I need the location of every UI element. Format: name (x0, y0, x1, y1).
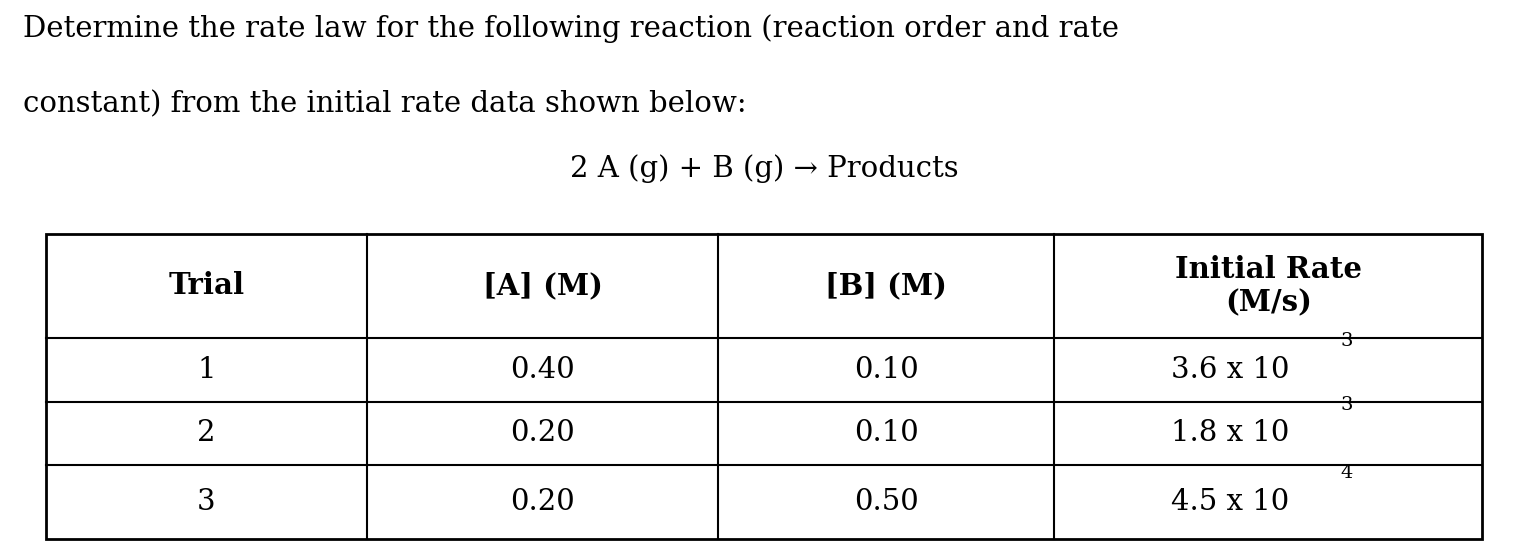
Text: Trial: Trial (168, 272, 244, 300)
Text: Initial Rate
(M/s): Initial Rate (M/s) (1175, 255, 1361, 317)
Text: 0.40: 0.40 (510, 356, 575, 384)
Bar (46, 234, 1482, 539)
Text: 4: 4 (1340, 464, 1352, 482)
Text: 0.50: 0.50 (854, 488, 918, 516)
Text: 2: 2 (197, 419, 215, 447)
Text: Determine the rate law for the following reaction (reaction order and rate: Determine the rate law for the following… (23, 14, 1118, 42)
Text: 0.20: 0.20 (510, 419, 575, 447)
Text: 4.5 x 10: 4.5 x 10 (1170, 488, 1290, 516)
Text: 1: 1 (197, 356, 215, 384)
Text: 3.6 x 10: 3.6 x 10 (1170, 356, 1290, 384)
Text: constant) from the initial rate data shown below:: constant) from the initial rate data sho… (23, 91, 747, 119)
Text: 3: 3 (197, 488, 215, 516)
Text: 0.10: 0.10 (854, 419, 918, 447)
Text: 2 A (g) + B (g) → Products: 2 A (g) + B (g) → Products (570, 154, 958, 183)
Text: 0.20: 0.20 (510, 488, 575, 516)
Text: 3: 3 (1340, 332, 1352, 350)
Text: 3: 3 (1340, 395, 1352, 414)
Text: 0.10: 0.10 (854, 356, 918, 384)
Text: [A] (M): [A] (M) (483, 272, 602, 300)
Text: 1.8 x 10: 1.8 x 10 (1170, 419, 1290, 447)
Text: [B] (M): [B] (M) (825, 272, 947, 300)
